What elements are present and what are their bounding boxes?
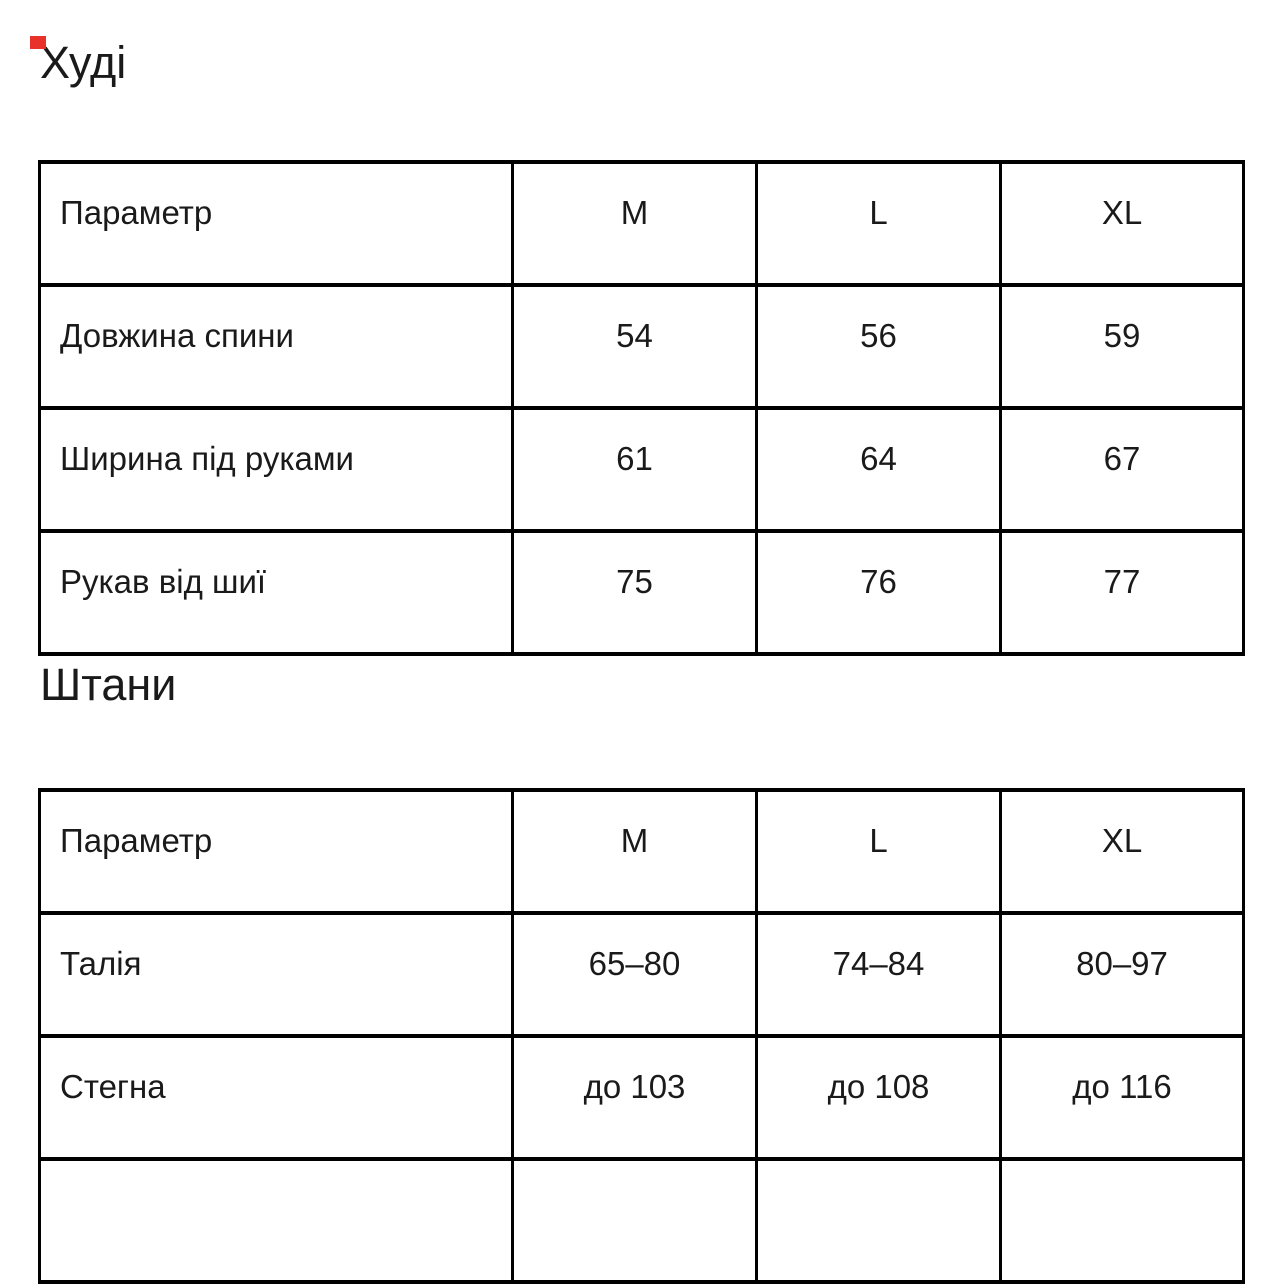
row-label-sleeve-from-neck: Рукав від шиї [38,529,514,656]
value-cell: 67 [999,406,1245,533]
value-cell: 54 [511,283,758,410]
pants-header-l: L [755,788,1002,915]
value-cell: до 103 [511,1034,758,1161]
value-cell: 75 [511,529,758,656]
hoodie-header-xl: XL [999,160,1245,287]
row-label-back-length: Довжина спини [38,283,514,410]
value-cell: до 116 [999,1034,1245,1161]
section-title-hoodie: Худі [40,37,127,88]
value-cell [755,1157,1002,1284]
row-label-hips: Стегна [38,1034,514,1161]
value-cell: 56 [755,283,1002,410]
section-hoodie: Худі Параметр M L XL Довжина спини 54 56… [38,36,1245,656]
value-cell [511,1157,758,1284]
value-cell: до 108 [755,1034,1002,1161]
section-title-pants: Штани [40,659,177,710]
section-pants: Штани Параметр M L XL Талія 65–80 74–84 … [38,658,1245,1284]
value-cell: 80–97 [999,911,1245,1038]
value-cell: 59 [999,283,1245,410]
table-row: Талія 65–80 74–84 80–97 [38,911,1245,1038]
pants-size-table: Параметр M L XL Талія 65–80 74–84 80–97 … [38,788,1245,1284]
pants-header-row: Параметр M L XL [38,788,1245,915]
value-cell: 74–84 [755,911,1002,1038]
value-cell: 65–80 [511,911,758,1038]
red-marker [30,36,46,49]
row-label-clipped [38,1157,514,1284]
value-cell: 61 [511,406,758,533]
value-cell [999,1157,1245,1284]
row-label-waist: Талія [38,911,514,1038]
pants-header-xl: XL [999,788,1245,915]
table-row-partial [38,1157,1245,1284]
table-row: Стегна до 103 до 108 до 116 [38,1034,1245,1161]
value-cell: 77 [999,529,1245,656]
hoodie-header-m: M [511,160,758,287]
hoodie-size-table: Параметр M L XL Довжина спини 54 56 59 Ш… [38,160,1245,656]
value-cell: 64 [755,406,1002,533]
table-row: Ширина під руками 61 64 67 [38,406,1245,533]
hoodie-header-parameter: Параметр [38,160,514,287]
pants-header-parameter: Параметр [38,788,514,915]
pants-header-m: M [511,788,758,915]
table-row: Довжина спини 54 56 59 [38,283,1245,410]
value-cell: 76 [755,529,1002,656]
hoodie-header-row: Параметр M L XL [38,160,1245,287]
table-row: Рукав від шиї 75 76 77 [38,529,1245,656]
size-chart-page: Худі Параметр M L XL Довжина спини 54 56… [0,36,1280,1284]
hoodie-header-l: L [755,160,1002,287]
row-label-underarm-width: Ширина під руками [38,406,514,533]
